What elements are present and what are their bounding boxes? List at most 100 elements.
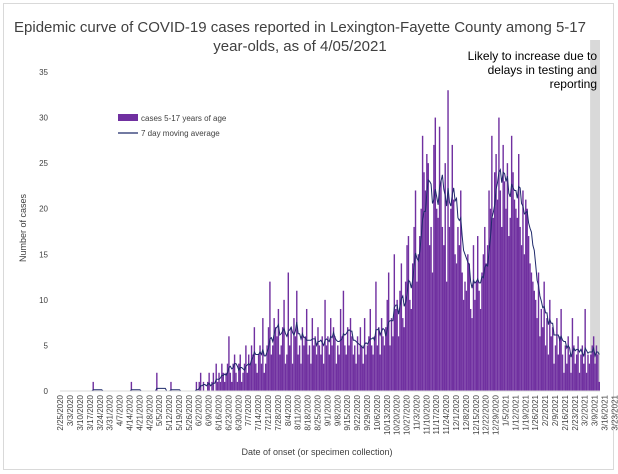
bar xyxy=(238,363,240,391)
bar xyxy=(406,245,408,391)
bar xyxy=(354,345,356,391)
bar xyxy=(397,336,400,391)
x-axis-ticks: 2/25/2020 3/3/2020 3/10/2020 3/17/2020 3/24/… xyxy=(56,394,618,435)
x-tick-label: 10/27/2020 xyxy=(403,394,412,435)
x-tick-label: 10/13/2020 xyxy=(383,394,392,435)
bar xyxy=(529,263,531,391)
y-tick-label: 10 xyxy=(39,296,48,305)
bar xyxy=(546,318,548,391)
x-tick-label: 10/6/2020 xyxy=(373,394,382,430)
bar xyxy=(276,336,278,391)
bar xyxy=(496,199,499,391)
bar xyxy=(519,226,521,391)
bar xyxy=(379,354,381,391)
bar xyxy=(469,308,472,391)
x-tick-label: 3/16/2021 xyxy=(600,394,609,430)
bar xyxy=(383,345,386,391)
bar xyxy=(468,263,470,391)
bar xyxy=(215,363,217,391)
bar xyxy=(499,190,502,391)
bar xyxy=(414,190,417,391)
bar xyxy=(396,299,398,391)
bar xyxy=(314,336,316,391)
bar xyxy=(386,299,388,391)
bar xyxy=(375,281,377,391)
bar xyxy=(567,336,569,391)
bar xyxy=(232,363,234,391)
bar xyxy=(274,327,277,391)
chart-title-line1: Epidemic curve of COVID-19 cases reporte… xyxy=(14,19,586,36)
bar xyxy=(395,308,397,391)
bar xyxy=(574,363,576,391)
bar xyxy=(523,254,526,391)
x-tick-label: 12/1/2020 xyxy=(452,394,461,430)
bar xyxy=(315,354,318,391)
bar xyxy=(404,281,407,391)
bar xyxy=(533,290,535,391)
bar xyxy=(222,372,224,391)
bar xyxy=(482,254,485,391)
bar xyxy=(423,172,425,391)
x-tick-label: 1/19/2021 xyxy=(521,394,530,430)
bar xyxy=(577,336,579,391)
bar xyxy=(219,381,222,391)
bar xyxy=(249,363,251,391)
bar xyxy=(537,272,540,391)
bar xyxy=(263,372,265,391)
x-tick-label: 3/2/2021 xyxy=(581,394,590,426)
bar xyxy=(458,245,461,391)
bar xyxy=(202,381,205,391)
bar xyxy=(235,372,237,391)
bar xyxy=(346,327,349,391)
bar xyxy=(479,308,482,391)
bar xyxy=(597,354,599,391)
bar xyxy=(239,354,241,391)
bar xyxy=(520,245,523,391)
bar xyxy=(472,245,475,391)
bar xyxy=(585,372,588,391)
y-tick-label: 30 xyxy=(39,114,48,123)
bar xyxy=(328,354,330,391)
x-tick-label: 5/19/2020 xyxy=(175,394,184,430)
bar xyxy=(378,327,380,391)
x-tick-label: 9/1/2020 xyxy=(323,394,332,426)
bar xyxy=(421,135,424,391)
bar xyxy=(356,336,359,391)
x-tick-label: 3/9/2021 xyxy=(591,394,600,426)
bar xyxy=(307,354,309,391)
bar xyxy=(564,345,567,391)
bar xyxy=(293,318,295,391)
bar xyxy=(457,226,459,391)
bar xyxy=(304,336,306,391)
x-tick-label: 2/2/2021 xyxy=(541,394,550,426)
bar xyxy=(313,345,315,391)
bar xyxy=(501,226,503,391)
legend-bar-swatch xyxy=(118,114,138,121)
bar xyxy=(474,299,476,391)
bar xyxy=(334,336,336,391)
bar xyxy=(369,308,371,391)
bar xyxy=(591,345,593,391)
bar xyxy=(595,345,598,391)
bar xyxy=(341,336,343,391)
x-tick-label: 12/22/2020 xyxy=(482,394,491,435)
y-tick-label: 35 xyxy=(39,68,48,77)
bar xyxy=(587,354,589,391)
bar xyxy=(368,336,370,391)
bar xyxy=(455,263,458,391)
bar xyxy=(272,345,274,391)
bar xyxy=(233,354,236,391)
bar xyxy=(321,336,323,391)
legend: cases 5-17 years of age 7 day moving ave… xyxy=(118,114,227,138)
x-tick-label: 9/15/2020 xyxy=(343,394,352,430)
bar xyxy=(327,336,329,391)
bar xyxy=(229,372,232,391)
bar xyxy=(590,354,592,391)
bar xyxy=(400,263,403,391)
bar xyxy=(452,199,455,391)
bar xyxy=(570,372,572,391)
bar xyxy=(387,272,390,391)
bar xyxy=(413,226,415,391)
bar xyxy=(542,327,544,391)
bar xyxy=(410,308,412,391)
